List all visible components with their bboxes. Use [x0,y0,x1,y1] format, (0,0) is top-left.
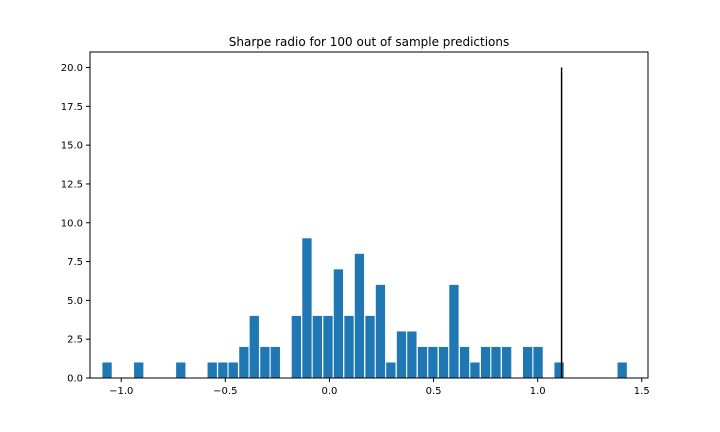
y-tick-label: 2.5 [67,335,83,346]
histogram-bar [134,362,144,378]
x-tick-label: 0.0 [321,386,337,397]
histogram-bar [291,315,301,378]
histogram-bar [501,346,512,378]
plot-frame [89,51,649,379]
histogram-bar [239,346,249,378]
histogram-bar [617,362,627,378]
bars-group [102,238,627,378]
histogram-bar [176,362,186,378]
histogram-bar [417,346,428,378]
histogram-bar [302,238,312,378]
histogram-bar [344,315,354,378]
y-tick-label: 0.0 [67,374,83,385]
histogram-bar [375,284,386,378]
histogram-bar [428,346,438,378]
histogram-bar [480,346,491,378]
histogram-bar [323,315,333,378]
histogram-bar [449,284,459,378]
histogram-bar [218,362,228,378]
x-tick-label: −1.0 [109,386,133,397]
histogram-bar [249,315,259,378]
y-tick-label: 17.5 [61,102,83,113]
y-tick-label: 5.0 [67,296,83,307]
histogram-bar [365,315,375,378]
histogram-bar [438,346,449,378]
x-tick-label: 1.0 [530,386,546,397]
histogram-bar [354,253,365,378]
histogram-bar [333,269,344,378]
x-tick-label: 0.5 [426,386,442,397]
histogram-bar [260,346,270,378]
histogram-bar [533,346,543,378]
y-tick-label: 10.0 [61,218,83,229]
histogram-bar [554,362,564,378]
histogram-bar [396,331,407,378]
y-tick-label: 7.5 [67,257,83,268]
histogram-bar [386,362,396,378]
x-tick-label: 1.5 [634,386,650,397]
chart-title: Sharpe radio for 100 out of sample predi… [229,35,510,49]
histogram-bar [459,346,470,378]
histogram-bar [228,362,238,378]
y-tick-label: 12.5 [61,179,83,190]
histogram-bar [207,362,217,378]
histogram-bar [491,346,501,378]
histogram-bar [312,315,323,378]
x-axis: −1.0 −0.5 0.0 0.5 1.0 1.5 [109,378,650,397]
x-tick-label: −0.5 [213,386,237,397]
histogram-bar [523,346,533,378]
y-tick-label: 15.0 [61,141,83,152]
y-axis: 0.0 2.5 5.0 7.5 10.0 12.5 15.0 17.5 20.0 [61,63,90,385]
y-tick-label: 20.0 [61,63,83,74]
histogram-bar [270,346,280,378]
histogram-bar [102,362,112,378]
histogram-bar [470,362,480,378]
histogram-bar [407,331,417,378]
